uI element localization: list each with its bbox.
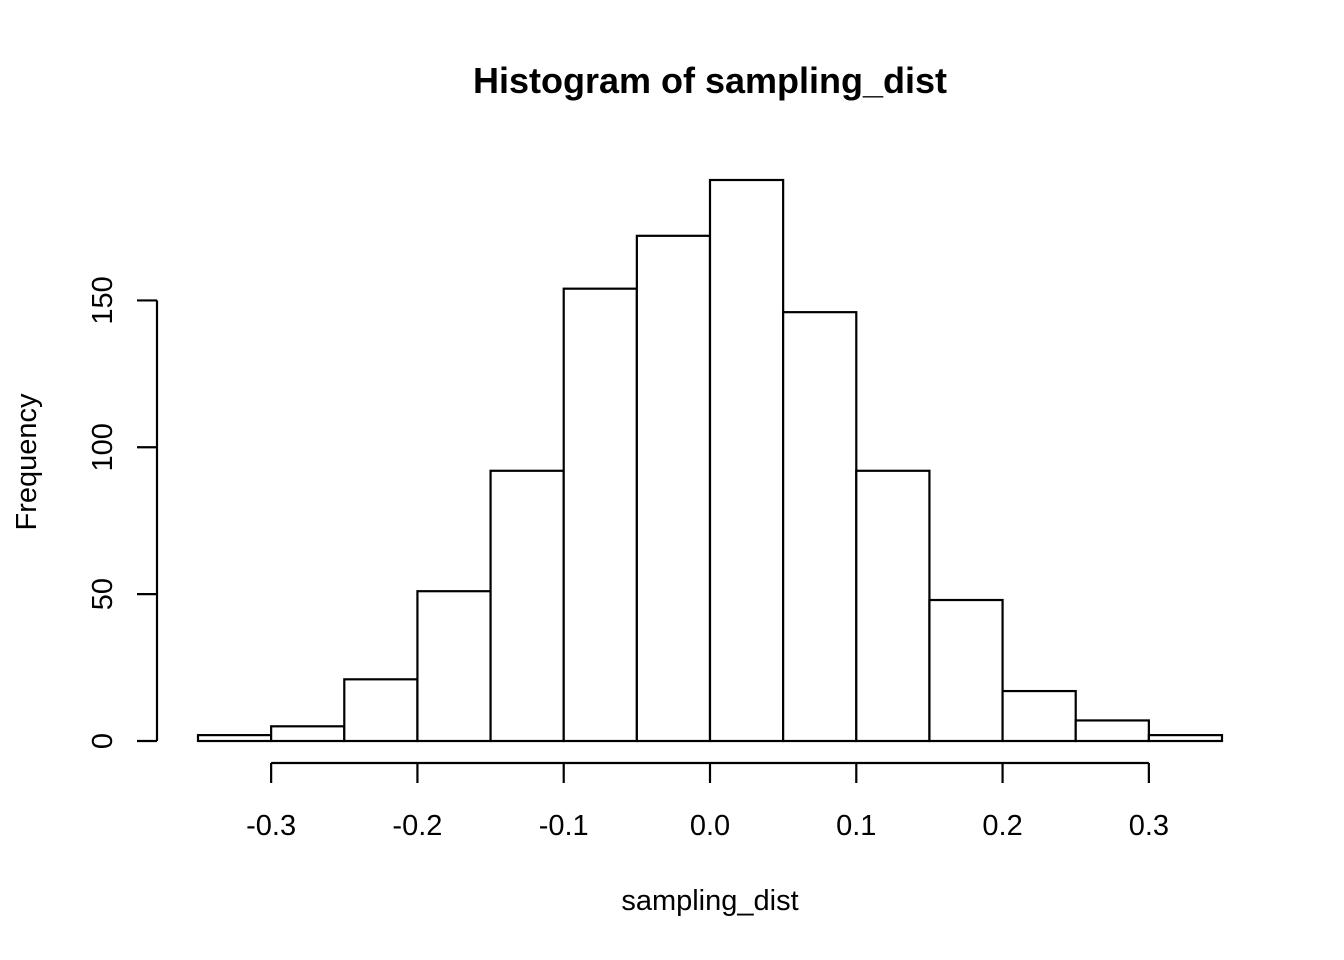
y-tick-label-3: 150 [87, 276, 119, 324]
x-axis: -0.3 -0.2 -0.1 0.0 0.1 0.2 0.3 [246, 761, 1169, 842]
histogram-bar-2 [343, 678, 419, 743]
x-tick-label-1: -0.2 [392, 810, 442, 842]
histogram-bar-12 [1074, 719, 1150, 743]
y-tick-label-0: 0 [87, 733, 119, 749]
histogram-bar-6 [635, 234, 712, 743]
histogram-bar-11 [1001, 689, 1077, 743]
x-axis-label: sampling_dist [621, 885, 798, 917]
x-tick-label-0: -0.3 [246, 810, 296, 842]
histogram-bar-4 [489, 469, 565, 743]
x-tick-label-3: 0.0 [690, 810, 730, 842]
x-tick-label-5: 0.2 [982, 810, 1022, 842]
histogram-bar-3 [416, 590, 492, 743]
chart-title: Histogram of sampling_dist [473, 60, 947, 101]
histogram-bar-1 [270, 725, 346, 743]
y-axis: 0 50 100 150 [87, 276, 159, 749]
histogram-bar-7 [708, 178, 785, 743]
y-tick-label-2: 100 [87, 423, 119, 471]
histogram-bar-0 [196, 734, 273, 743]
histogram-bar-8 [782, 311, 858, 743]
x-tick-label-2: -0.1 [539, 810, 589, 842]
x-tick-label-6: 0.3 [1129, 810, 1169, 842]
histogram-bar-5 [562, 287, 638, 743]
y-tick-label-1: 50 [87, 578, 119, 610]
histogram-bar-9 [855, 469, 931, 743]
histogram-bar-10 [928, 598, 1004, 743]
histogram-bar-13 [1147, 734, 1224, 743]
bars-group [196, 178, 1224, 743]
y-axis-label: Frequency [11, 393, 43, 531]
x-tick-label-4: 0.1 [836, 810, 876, 842]
